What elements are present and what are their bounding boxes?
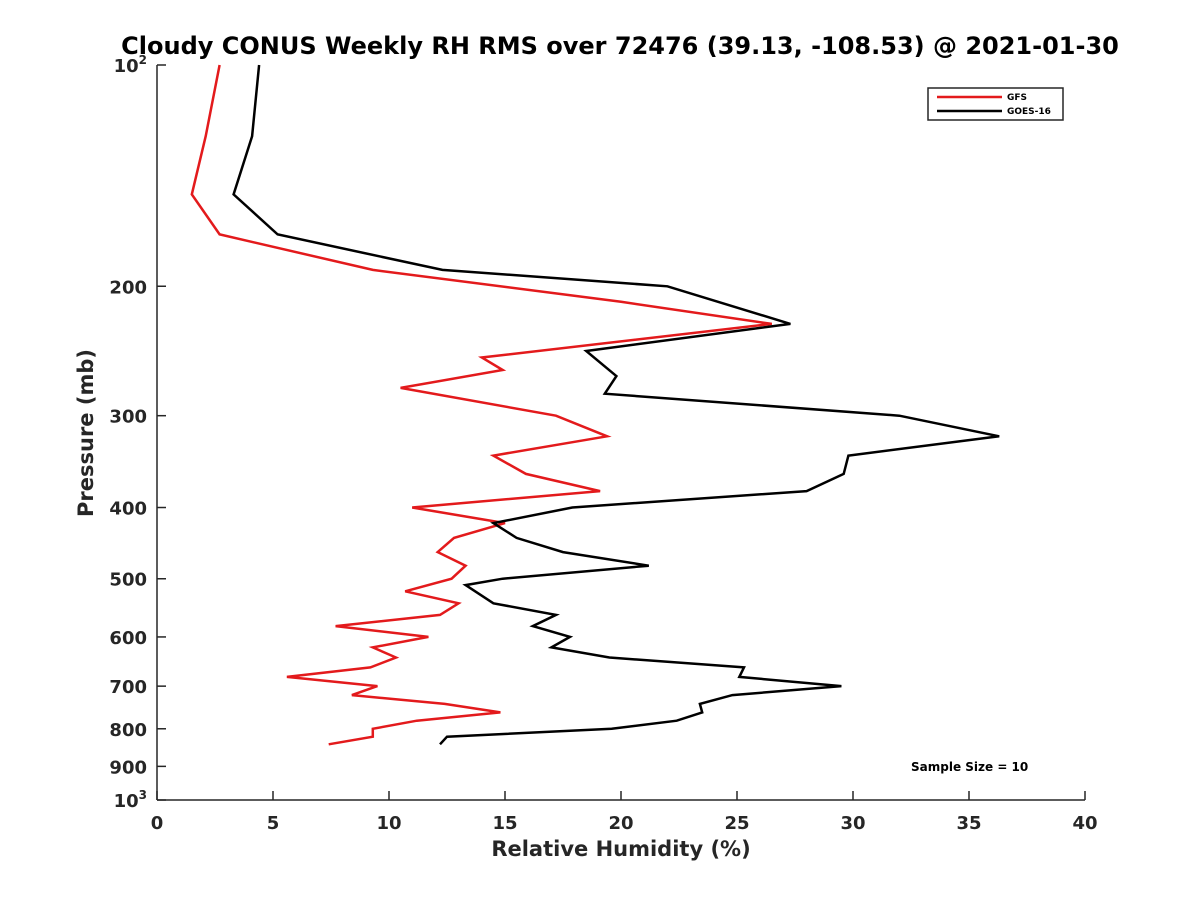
legend-label-goes16: GOES-16 xyxy=(1007,107,1051,117)
y-tick-label: 800 xyxy=(109,720,147,741)
y-tick-label: 103 xyxy=(114,788,147,812)
x-axis-ticks: 0 5 10 15 20 25 30 35 40 xyxy=(151,791,1098,834)
y-tick-label: 300 xyxy=(109,407,147,428)
series-line-goes16 xyxy=(232,64,1000,746)
x-tick-label: 15 xyxy=(492,813,517,834)
y-axis-label: Pressure (mb) xyxy=(74,349,98,517)
legend: GFS GOES-16 xyxy=(927,87,1064,121)
y-tick-label: 500 xyxy=(109,570,147,591)
x-tick-label: 10 xyxy=(376,813,401,834)
x-axis-label: Relative Humidity (%) xyxy=(491,837,750,861)
y-tick-label: 200 xyxy=(109,277,147,298)
y-axis-ticks: 102 200 300 400 500 600 700 800 900 103 xyxy=(109,53,166,812)
x-tick-label: 30 xyxy=(840,813,865,834)
legend-box xyxy=(927,87,1064,121)
chart-title: Cloudy CONUS Weekly RH RMS over 72476 (3… xyxy=(121,32,1119,60)
legend-label-gfs: GFS xyxy=(1007,93,1027,103)
x-tick-label: 0 xyxy=(151,813,164,834)
y-tick-label: 600 xyxy=(109,628,147,649)
x-tick-label: 40 xyxy=(1072,813,1097,834)
y-tick-label: 400 xyxy=(109,499,147,520)
x-tick-label: 5 xyxy=(267,813,280,834)
y-tick-label: 900 xyxy=(109,757,147,778)
series-line-gfs xyxy=(190,64,772,746)
x-tick-label: 25 xyxy=(724,813,749,834)
plot-area xyxy=(156,64,1085,801)
x-tick-label: 35 xyxy=(956,813,981,834)
sample-size-annotation: Sample Size = 10 xyxy=(911,760,1028,774)
x-tick-label: 20 xyxy=(608,813,633,834)
y-tick-label: 700 xyxy=(109,677,147,698)
series-layer xyxy=(190,64,1000,746)
y-tick-label: 102 xyxy=(114,53,147,77)
